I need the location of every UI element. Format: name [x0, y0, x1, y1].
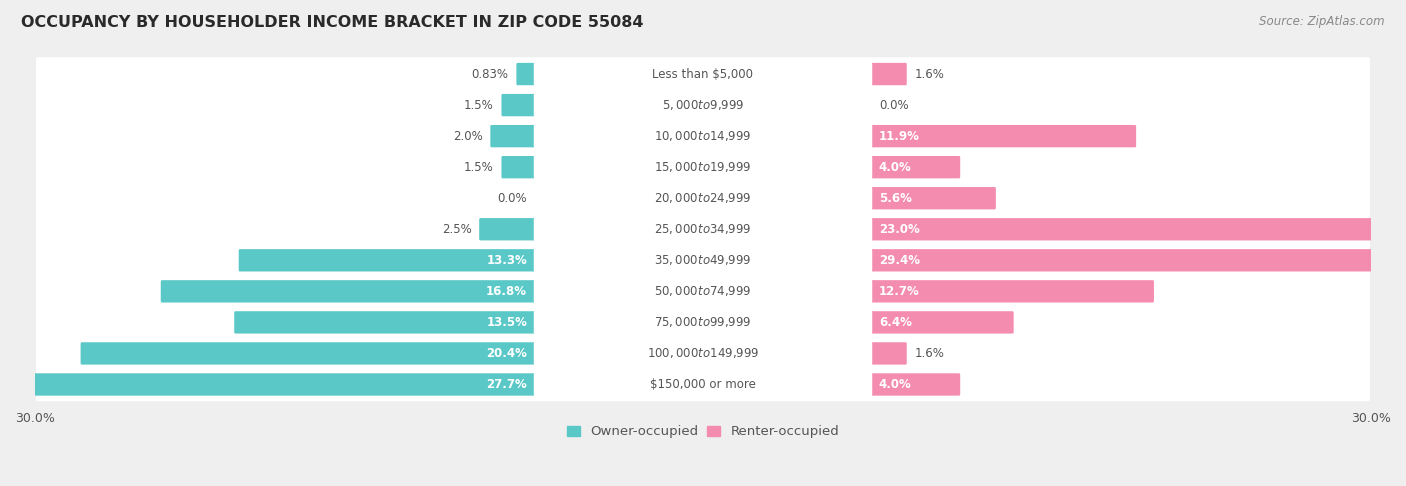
Text: Less than $5,000: Less than $5,000 [652, 68, 754, 81]
FancyBboxPatch shape [37, 368, 1369, 401]
FancyBboxPatch shape [37, 243, 1369, 277]
FancyBboxPatch shape [534, 186, 872, 211]
FancyBboxPatch shape [37, 151, 1369, 184]
FancyBboxPatch shape [869, 218, 1384, 241]
Text: 20.4%: 20.4% [486, 347, 527, 360]
FancyBboxPatch shape [37, 337, 1369, 370]
Text: $15,000 to $19,999: $15,000 to $19,999 [654, 160, 752, 174]
FancyBboxPatch shape [869, 342, 907, 364]
FancyBboxPatch shape [37, 212, 1369, 246]
FancyBboxPatch shape [534, 310, 872, 335]
FancyBboxPatch shape [869, 156, 960, 178]
FancyBboxPatch shape [37, 306, 1369, 339]
FancyBboxPatch shape [534, 123, 872, 149]
Text: 1.5%: 1.5% [464, 161, 494, 174]
Text: 0.0%: 0.0% [879, 99, 908, 112]
FancyBboxPatch shape [534, 187, 537, 209]
FancyBboxPatch shape [160, 280, 537, 302]
FancyBboxPatch shape [491, 125, 537, 147]
FancyBboxPatch shape [534, 217, 872, 242]
FancyBboxPatch shape [37, 275, 1369, 308]
FancyBboxPatch shape [869, 187, 995, 209]
Text: 23.0%: 23.0% [879, 223, 920, 236]
Text: $50,000 to $74,999: $50,000 to $74,999 [654, 284, 752, 298]
FancyBboxPatch shape [869, 311, 1014, 333]
Text: 13.3%: 13.3% [486, 254, 527, 267]
Text: 5.6%: 5.6% [879, 191, 912, 205]
Text: 2.5%: 2.5% [441, 223, 471, 236]
Text: $35,000 to $49,999: $35,000 to $49,999 [654, 253, 752, 267]
FancyBboxPatch shape [502, 94, 537, 116]
Text: 0.0%: 0.0% [498, 191, 527, 205]
FancyBboxPatch shape [534, 61, 872, 87]
Text: 27.7%: 27.7% [486, 378, 527, 391]
Legend: Owner-occupied, Renter-occupied: Owner-occupied, Renter-occupied [561, 420, 845, 444]
FancyBboxPatch shape [479, 218, 537, 241]
Text: $75,000 to $99,999: $75,000 to $99,999 [654, 315, 752, 330]
FancyBboxPatch shape [869, 249, 1406, 272]
FancyBboxPatch shape [869, 94, 872, 116]
FancyBboxPatch shape [516, 63, 537, 85]
FancyBboxPatch shape [80, 342, 537, 364]
Text: 16.8%: 16.8% [486, 285, 527, 298]
Text: $10,000 to $14,999: $10,000 to $14,999 [654, 129, 752, 143]
Text: 1.5%: 1.5% [464, 99, 494, 112]
Text: 6.4%: 6.4% [879, 316, 912, 329]
FancyBboxPatch shape [37, 57, 1369, 91]
Text: $100,000 to $149,999: $100,000 to $149,999 [647, 347, 759, 361]
Text: $5,000 to $9,999: $5,000 to $9,999 [662, 98, 744, 112]
FancyBboxPatch shape [534, 278, 872, 304]
FancyBboxPatch shape [534, 247, 872, 273]
FancyBboxPatch shape [502, 156, 537, 178]
FancyBboxPatch shape [0, 373, 537, 396]
Text: $150,000 or more: $150,000 or more [650, 378, 756, 391]
Text: 0.83%: 0.83% [471, 68, 509, 81]
FancyBboxPatch shape [235, 311, 537, 333]
FancyBboxPatch shape [869, 125, 1136, 147]
Text: 1.6%: 1.6% [914, 347, 945, 360]
Text: 13.5%: 13.5% [486, 316, 527, 329]
Text: 2.0%: 2.0% [453, 130, 482, 142]
FancyBboxPatch shape [37, 181, 1369, 215]
Text: 4.0%: 4.0% [879, 161, 911, 174]
FancyBboxPatch shape [534, 155, 872, 180]
Text: Source: ZipAtlas.com: Source: ZipAtlas.com [1260, 15, 1385, 28]
FancyBboxPatch shape [869, 280, 1154, 302]
Text: 4.0%: 4.0% [879, 378, 911, 391]
Text: 11.9%: 11.9% [879, 130, 920, 142]
Text: $25,000 to $34,999: $25,000 to $34,999 [654, 222, 752, 236]
FancyBboxPatch shape [534, 92, 872, 118]
FancyBboxPatch shape [37, 88, 1369, 122]
Text: 12.7%: 12.7% [879, 285, 920, 298]
FancyBboxPatch shape [869, 373, 960, 396]
FancyBboxPatch shape [239, 249, 537, 272]
FancyBboxPatch shape [869, 63, 907, 85]
FancyBboxPatch shape [534, 372, 872, 397]
Text: OCCUPANCY BY HOUSEHOLDER INCOME BRACKET IN ZIP CODE 55084: OCCUPANCY BY HOUSEHOLDER INCOME BRACKET … [21, 15, 644, 30]
Text: 29.4%: 29.4% [879, 254, 920, 267]
FancyBboxPatch shape [37, 120, 1369, 153]
FancyBboxPatch shape [534, 341, 872, 366]
Text: $20,000 to $24,999: $20,000 to $24,999 [654, 191, 752, 205]
Text: 1.6%: 1.6% [914, 68, 945, 81]
